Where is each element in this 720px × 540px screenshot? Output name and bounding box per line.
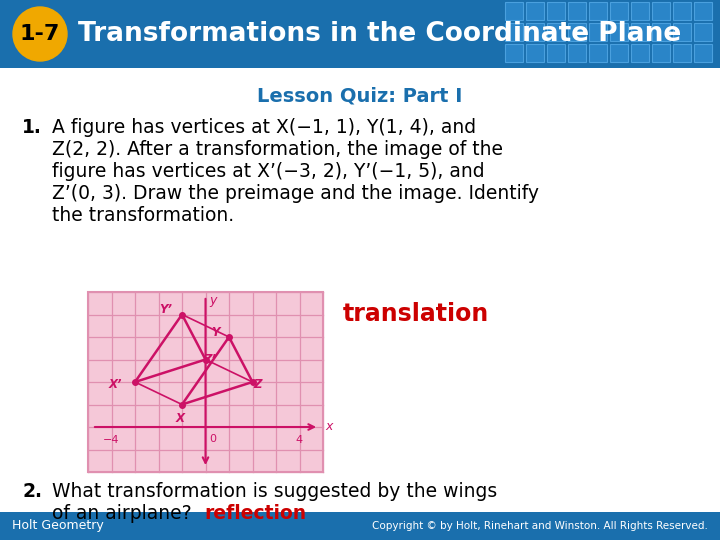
Text: X: X [176, 412, 184, 425]
Text: −4: −4 [103, 435, 120, 445]
FancyBboxPatch shape [568, 23, 586, 41]
FancyBboxPatch shape [547, 2, 565, 20]
Text: 4: 4 [296, 435, 303, 445]
FancyBboxPatch shape [673, 23, 691, 41]
FancyBboxPatch shape [568, 44, 586, 62]
Text: Z(2, 2). After a transformation, the image of the: Z(2, 2). After a transformation, the ima… [52, 140, 503, 159]
FancyBboxPatch shape [0, 0, 720, 68]
Text: Copyright © by Holt, Rinehart and Winston. All Rights Reserved.: Copyright © by Holt, Rinehart and Winsto… [372, 521, 708, 531]
FancyBboxPatch shape [589, 44, 607, 62]
FancyBboxPatch shape [673, 44, 691, 62]
Text: y: y [210, 294, 217, 307]
Text: 1-7: 1-7 [20, 24, 60, 44]
FancyBboxPatch shape [547, 23, 565, 41]
Text: Y: Y [212, 326, 220, 339]
FancyBboxPatch shape [505, 2, 523, 20]
FancyBboxPatch shape [631, 44, 649, 62]
Text: x: x [325, 421, 333, 434]
FancyBboxPatch shape [526, 2, 544, 20]
Text: Z’(0, 3). Draw the preimage and the image. Identify: Z’(0, 3). Draw the preimage and the imag… [52, 184, 539, 203]
FancyBboxPatch shape [652, 2, 670, 20]
Text: 1.: 1. [22, 118, 42, 137]
Text: Lesson Quiz: Part I: Lesson Quiz: Part I [257, 86, 463, 105]
Text: of an airplane?: of an airplane? [52, 504, 192, 523]
Text: translation: translation [343, 302, 490, 326]
Text: reflection: reflection [204, 504, 306, 523]
Text: Holt Geometry: Holt Geometry [12, 519, 104, 532]
FancyBboxPatch shape [589, 23, 607, 41]
FancyBboxPatch shape [631, 23, 649, 41]
Text: A figure has vertices at X(−1, 1), Y(1, 4), and: A figure has vertices at X(−1, 1), Y(1, … [52, 118, 476, 137]
Text: 0: 0 [210, 434, 217, 444]
Text: X’: X’ [108, 377, 122, 390]
FancyBboxPatch shape [610, 44, 628, 62]
FancyBboxPatch shape [673, 2, 691, 20]
FancyBboxPatch shape [631, 2, 649, 20]
Text: the transformation.: the transformation. [52, 206, 234, 225]
FancyBboxPatch shape [694, 2, 712, 20]
FancyBboxPatch shape [526, 44, 544, 62]
FancyBboxPatch shape [505, 23, 523, 41]
FancyBboxPatch shape [610, 23, 628, 41]
FancyBboxPatch shape [505, 44, 523, 62]
FancyBboxPatch shape [652, 44, 670, 62]
FancyBboxPatch shape [0, 512, 720, 540]
Text: Transformations in the Coordinate Plane: Transformations in the Coordinate Plane [78, 21, 681, 47]
Circle shape [13, 7, 67, 61]
FancyBboxPatch shape [88, 292, 323, 472]
FancyBboxPatch shape [694, 44, 712, 62]
Text: Z’: Z’ [203, 353, 216, 366]
FancyBboxPatch shape [694, 23, 712, 41]
FancyBboxPatch shape [568, 2, 586, 20]
Text: What transformation is suggested by the wings: What transformation is suggested by the … [52, 482, 498, 501]
Text: Z: Z [253, 377, 262, 390]
FancyBboxPatch shape [610, 2, 628, 20]
FancyBboxPatch shape [589, 2, 607, 20]
Text: Y’: Y’ [160, 303, 173, 316]
FancyBboxPatch shape [652, 23, 670, 41]
Text: 2.: 2. [22, 482, 42, 501]
FancyBboxPatch shape [547, 44, 565, 62]
Text: figure has vertices at X’(−3, 2), Y’(−1, 5), and: figure has vertices at X’(−3, 2), Y’(−1,… [52, 162, 485, 181]
FancyBboxPatch shape [526, 23, 544, 41]
